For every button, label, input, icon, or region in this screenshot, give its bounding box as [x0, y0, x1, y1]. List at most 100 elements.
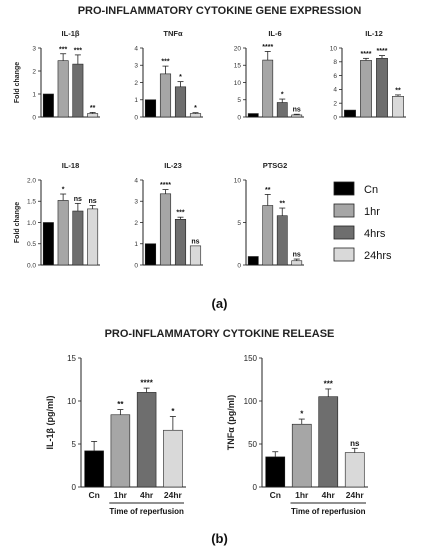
legend-swatch-4hrs: [333, 225, 355, 240]
y-tick-label: 1: [134, 241, 138, 248]
y-tick-label: 0: [134, 114, 138, 121]
chart-6: PTSG2 0 5 10 ** ** ns: [234, 161, 304, 269]
y-tick-label: 15: [67, 354, 76, 363]
bar-Cn: [84, 450, 104, 488]
y-tick-label: 50: [248, 440, 257, 449]
gene-expression-title: PRO-INFLAMMATORY CYTOKINE GENE EXPRESSIO…: [78, 5, 362, 17]
y-axis-label: TNFα (pg/ml): [226, 395, 236, 451]
bar-1hr: [262, 205, 274, 266]
significance-label: ***: [59, 46, 67, 53]
y-tick-label: 1.0: [27, 220, 36, 227]
bar-4hrs: [174, 86, 187, 118]
y-tick-label: 4: [134, 45, 138, 52]
significance-label: ns: [74, 196, 82, 203]
y-tick-label: 10: [234, 80, 242, 87]
significance-label: *: [300, 410, 304, 419]
bar-4hrs: [276, 215, 288, 266]
y-tick-label: 3: [32, 45, 36, 52]
bar-4hrs: [174, 219, 187, 266]
y-tick-label: 150: [244, 354, 258, 363]
x-tick-label: 4hr: [140, 490, 154, 500]
significance-label: ns: [293, 252, 301, 259]
bar-4hrs: [376, 58, 388, 118]
bar-1hr: [110, 414, 131, 488]
legend-swatch-Cn: [333, 181, 355, 196]
significance-label: *: [179, 74, 182, 81]
bar-24hrs: [291, 114, 303, 118]
y-axis-label: Fold change: [14, 62, 21, 103]
x-axis-title: Time of reperfusion: [291, 507, 366, 516]
y-tick-label: 0.0: [27, 262, 36, 269]
significance-label: ****: [361, 51, 372, 58]
bar-Cn: [42, 222, 54, 266]
y-tick-label: 10: [67, 397, 76, 406]
bar-1hr: [57, 60, 69, 118]
x-tick-label: Cn: [88, 490, 99, 500]
x-tick-label: 1hr: [114, 490, 128, 500]
significance-label: ****: [140, 379, 153, 388]
significance-label: ***: [176, 210, 184, 217]
legend-label-4hrs: 4hrs: [364, 228, 386, 240]
significance-label: *: [62, 187, 65, 194]
legend-label-1hr: 1hr: [364, 206, 380, 218]
bar-1hr: [291, 423, 312, 488]
chart-title: IL-1β: [62, 29, 80, 38]
y-tick-label: 2: [32, 68, 36, 75]
y-tick-label: 3: [134, 199, 138, 206]
legend-swatch-1hr: [333, 203, 355, 218]
y-tick-label: 2: [333, 101, 337, 108]
y-tick-label: 5: [72, 440, 77, 449]
y-tick-label: 100: [244, 397, 258, 406]
y-axis-label: IL-1β (pg/ml): [45, 396, 55, 450]
y-tick-label: 0: [72, 483, 77, 492]
bar-24hrs: [189, 113, 202, 118]
x-tick-label: Cn: [270, 490, 281, 500]
bar-Cn: [247, 256, 259, 266]
y-tick-label: 10: [330, 45, 338, 52]
y-tick-label: 4: [333, 87, 337, 94]
y-tick-label: 0: [134, 262, 138, 269]
bar-Cn: [265, 456, 286, 488]
significance-label: ns: [350, 439, 360, 448]
bar-4hrs: [276, 102, 288, 118]
y-tick-label: 0: [253, 483, 258, 492]
y-tick-label: 3: [134, 63, 138, 70]
chart-title: IL-6: [268, 29, 281, 38]
significance-label: **: [265, 187, 271, 194]
y-tick-label: 4: [134, 177, 138, 184]
y-tick-label: 0: [32, 114, 36, 121]
chart-title: PTSG2: [263, 161, 288, 170]
chart-title: IL-23: [164, 161, 182, 170]
chart-title: IL-12: [365, 29, 383, 38]
bar-24hr: [163, 429, 183, 488]
bar-Cn: [247, 113, 259, 118]
significance-label: ***: [161, 59, 169, 66]
significance-label: **: [117, 400, 124, 409]
y-tick-label: 2: [134, 80, 138, 87]
y-axis-label: Fold change: [14, 202, 21, 243]
significance-label: ****: [160, 182, 171, 189]
chart-4: IL-18 0.0 0.5 1.0 1.5 2.0 Fold change * ns ns: [14, 161, 100, 269]
x-tick-label: 24hr: [164, 490, 183, 500]
y-tick-label: 10: [234, 177, 242, 184]
significance-label: *: [171, 407, 175, 416]
x-tick-label: 4hr: [322, 490, 336, 500]
significance-label: ns: [191, 238, 199, 245]
x-tick-label: 24hr: [346, 490, 365, 500]
significance-label: ns: [293, 107, 301, 114]
panel-label-a: (a): [212, 296, 228, 311]
panel-label-b: (b): [211, 531, 228, 546]
bar-24hrs: [392, 96, 404, 118]
bar-Cn: [42, 93, 54, 118]
bar-4hrs: [72, 63, 84, 118]
bar-1hr: [57, 200, 69, 266]
x-axis-title: Time of reperfusion: [109, 507, 184, 516]
significance-label: ns: [89, 198, 97, 205]
bar-Cn: [144, 243, 157, 266]
